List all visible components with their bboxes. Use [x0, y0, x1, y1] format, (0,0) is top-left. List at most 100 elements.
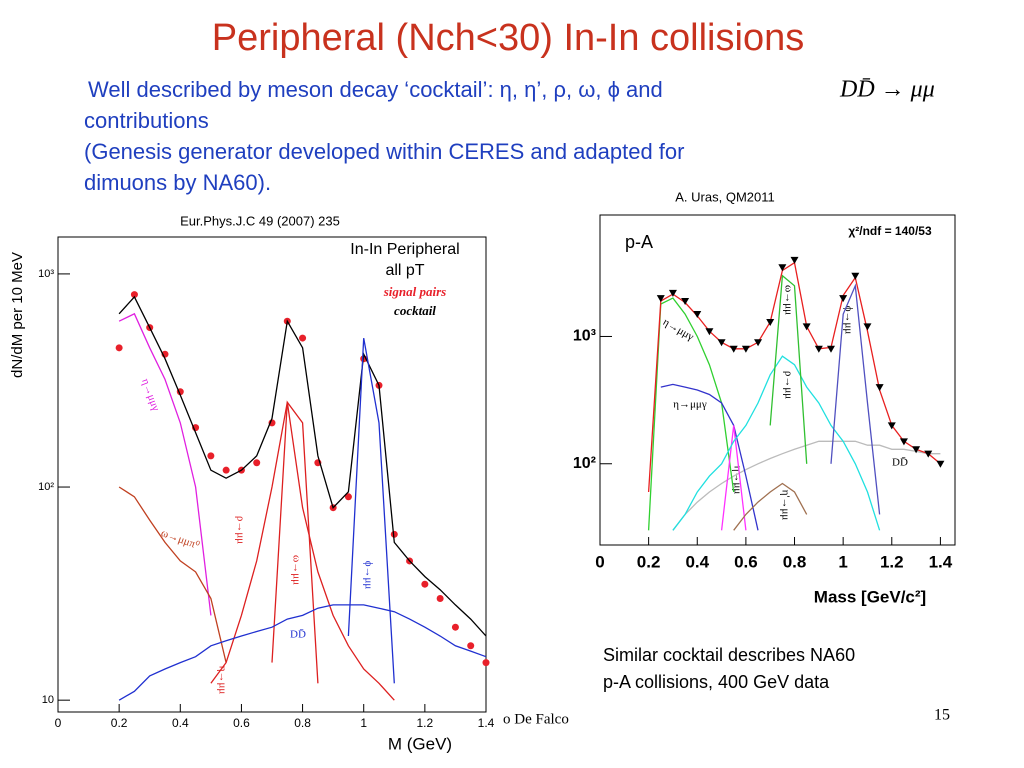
- data-point: [814, 345, 823, 353]
- panel-label: p-A: [625, 232, 653, 252]
- data-point: [766, 318, 775, 326]
- x-tick-label: 0.6: [233, 716, 250, 730]
- data-point: [839, 295, 848, 303]
- data-point: [681, 297, 690, 305]
- data-point: [207, 452, 215, 460]
- data-point: [344, 493, 352, 501]
- x-tick-label: 0.2: [637, 552, 661, 571]
- chart-source: A. Uras, QM2011: [675, 189, 774, 204]
- caption-line: p-A collisions, 400 GeV data: [603, 672, 830, 692]
- series-line: [647, 297, 735, 531]
- data-point: [451, 623, 459, 631]
- data-point: [130, 291, 138, 299]
- y-tick-label: 10³: [38, 268, 54, 280]
- curve-label: ω→μμ: [290, 555, 302, 585]
- footer: o De Falco: [503, 711, 569, 727]
- data-point: [924, 450, 933, 458]
- x-tick-label: 0.8: [783, 552, 807, 571]
- intro-line: dimuons by NA60).: [84, 170, 271, 195]
- intro-line: (Genesis generator developed within CERE…: [84, 139, 684, 164]
- series-line: [271, 400, 319, 684]
- x-tick-label: 0: [55, 716, 62, 730]
- data-point: [717, 339, 726, 347]
- data-point: [253, 459, 261, 467]
- data-point: [826, 345, 835, 353]
- data-point: [482, 659, 490, 667]
- x-tick-label: 0.4: [685, 552, 709, 571]
- curve-label: DD̄: [892, 456, 908, 468]
- data-point: [851, 272, 860, 280]
- x-tick-label: 1: [360, 716, 367, 730]
- x-tick-label: 1.2: [880, 552, 904, 571]
- data-point: [778, 264, 787, 272]
- data-point: [899, 438, 908, 446]
- series-line: [210, 402, 395, 701]
- data-point: [656, 295, 665, 303]
- series-line: [118, 312, 212, 616]
- page-number: 15: [934, 707, 950, 724]
- series-line: [769, 274, 808, 464]
- series-line: [118, 604, 487, 701]
- data-point: [421, 580, 429, 588]
- x-tick-label: 0.8: [294, 716, 311, 730]
- x-axis-label: Mass [GeV/c²]: [814, 587, 926, 606]
- y-tick-label: 10²: [573, 455, 596, 472]
- data-point: [912, 446, 921, 454]
- x-tick-label: 1.4: [929, 552, 953, 571]
- x-tick-label: 0: [595, 552, 604, 571]
- caption-line: Similar cocktail describes NA60: [603, 645, 855, 665]
- legend-entry: signal pairs: [383, 284, 447, 299]
- data-point: [875, 384, 884, 392]
- data-point: [390, 530, 398, 538]
- data-point: [790, 256, 799, 264]
- series-line: [733, 482, 808, 531]
- fit-stat: χ²/ndf = 140/53: [848, 224, 932, 238]
- data-point: [936, 460, 945, 468]
- curve-label: ϕ→μμ: [842, 306, 854, 335]
- data-point: [754, 339, 763, 347]
- data-point: [741, 345, 750, 353]
- data-point: [668, 289, 677, 297]
- legend-title: all pT: [385, 262, 424, 279]
- intro-line: contributions: [84, 108, 209, 133]
- data-point: [863, 323, 872, 331]
- data-point: [436, 594, 444, 602]
- curve-label: η→μμγ: [673, 399, 707, 411]
- y-tick-label: 10: [42, 694, 54, 706]
- y-axis-label: dN/dM per 10 MeV: [9, 252, 26, 378]
- data-point: [729, 345, 738, 353]
- series-line: [672, 355, 881, 531]
- formula: DD̄ → μμ: [839, 77, 935, 103]
- series-line: [118, 486, 227, 663]
- x-tick-label: 1.4: [478, 716, 495, 730]
- series-line: [118, 295, 487, 637]
- series-line: [347, 337, 395, 684]
- data-point: [467, 642, 475, 650]
- intro-line: Well described by meson decay ‘cocktail’…: [88, 77, 663, 102]
- x-tick-label: 1.2: [417, 716, 434, 730]
- curve-label: η'→μμ: [779, 490, 791, 521]
- curve-label: ω→μμ: [782, 285, 794, 315]
- curve-label: ρ→μμ: [782, 371, 794, 399]
- curve-label: ϕ→μμ: [362, 561, 374, 590]
- legend-title: In-In Peripheral: [350, 241, 459, 258]
- data-point: [887, 422, 896, 430]
- chart-source: Eur.Phys.J.C 49 (2007) 235: [180, 213, 340, 228]
- series-line: [660, 383, 759, 531]
- data-point: [115, 344, 123, 352]
- data-point: [705, 328, 714, 336]
- series-line: [830, 283, 881, 515]
- curve-label: η→μμ: [216, 666, 228, 695]
- x-tick-label: 1: [838, 552, 847, 571]
- curve-label: DD̄: [290, 628, 306, 640]
- legend-entry: cocktail: [394, 303, 436, 318]
- x-axis-label: M (GeV): [388, 734, 452, 753]
- series-line: [672, 440, 941, 531]
- slide-title: Peripheral (Nch<30) In-In collisions: [212, 17, 804, 59]
- data-point: [802, 323, 811, 331]
- data-point: [693, 311, 702, 319]
- x-tick-label: 0.4: [172, 716, 189, 730]
- series-line: [720, 425, 747, 531]
